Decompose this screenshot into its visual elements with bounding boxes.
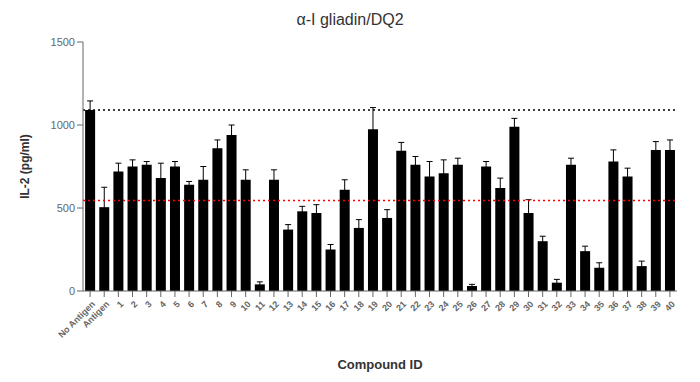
svg-text:20: 20 — [380, 299, 394, 313]
svg-text:1500: 1500 — [51, 36, 75, 48]
svg-text:500: 500 — [57, 202, 75, 214]
svg-text:11: 11 — [253, 299, 267, 313]
svg-text:37: 37 — [620, 299, 634, 313]
svg-text:40: 40 — [663, 299, 677, 313]
svg-text:Antigen: Antigen — [81, 299, 112, 330]
svg-text:IL-2 (pg/ml): IL-2 (pg/ml) — [18, 134, 32, 199]
svg-text:32: 32 — [550, 299, 564, 313]
html-text:α-I gliadin/DQ2: α-I gliadin/DQ2 — [296, 11, 404, 28]
svg-text:19: 19 — [366, 299, 380, 313]
svg-text:31: 31 — [536, 299, 550, 313]
svg-text:27: 27 — [479, 299, 493, 313]
svg-text:23: 23 — [422, 299, 436, 313]
svg-text:1000: 1000 — [51, 119, 75, 131]
svg-text:29: 29 — [507, 299, 521, 313]
svg-text:38: 38 — [635, 299, 649, 313]
svg-text:6: 6 — [186, 299, 197, 310]
svg-text:12: 12 — [267, 299, 281, 313]
svg-text:33: 33 — [564, 299, 578, 313]
svg-text:0: 0 — [69, 285, 75, 297]
svg-text:18: 18 — [352, 299, 366, 313]
svg-text:No Antigen: No Antigen — [56, 299, 98, 340]
svg-text:35: 35 — [592, 299, 606, 313]
svg-text:Compound ID: Compound ID — [337, 357, 422, 372]
svg-text:28: 28 — [493, 299, 507, 313]
svg-text:21: 21 — [394, 299, 408, 313]
svg-text:4: 4 — [157, 299, 168, 310]
svg-text:8: 8 — [214, 299, 225, 310]
svg-text:34: 34 — [578, 299, 592, 313]
svg-text:39: 39 — [649, 299, 663, 313]
svg-text:2: 2 — [129, 299, 140, 310]
svg-text:14: 14 — [295, 299, 309, 313]
svg-text:3: 3 — [143, 299, 154, 310]
svg-text:15: 15 — [309, 299, 323, 313]
svg-text:17: 17 — [338, 299, 352, 313]
svg-text:22: 22 — [408, 299, 422, 313]
svg-text:10: 10 — [239, 299, 253, 313]
svg-text:5: 5 — [171, 299, 182, 310]
svg-text:25: 25 — [451, 299, 465, 313]
svg-text:13: 13 — [281, 299, 295, 313]
svg-text:16: 16 — [323, 299, 337, 313]
svg-text:1: 1 — [115, 299, 126, 310]
svg-text:9: 9 — [228, 299, 239, 310]
svg-text:30: 30 — [521, 299, 535, 313]
svg-text:26: 26 — [465, 299, 479, 313]
svg-text:36: 36 — [606, 299, 620, 313]
svg-text:7: 7 — [200, 299, 211, 310]
svg-text:24: 24 — [437, 299, 451, 313]
